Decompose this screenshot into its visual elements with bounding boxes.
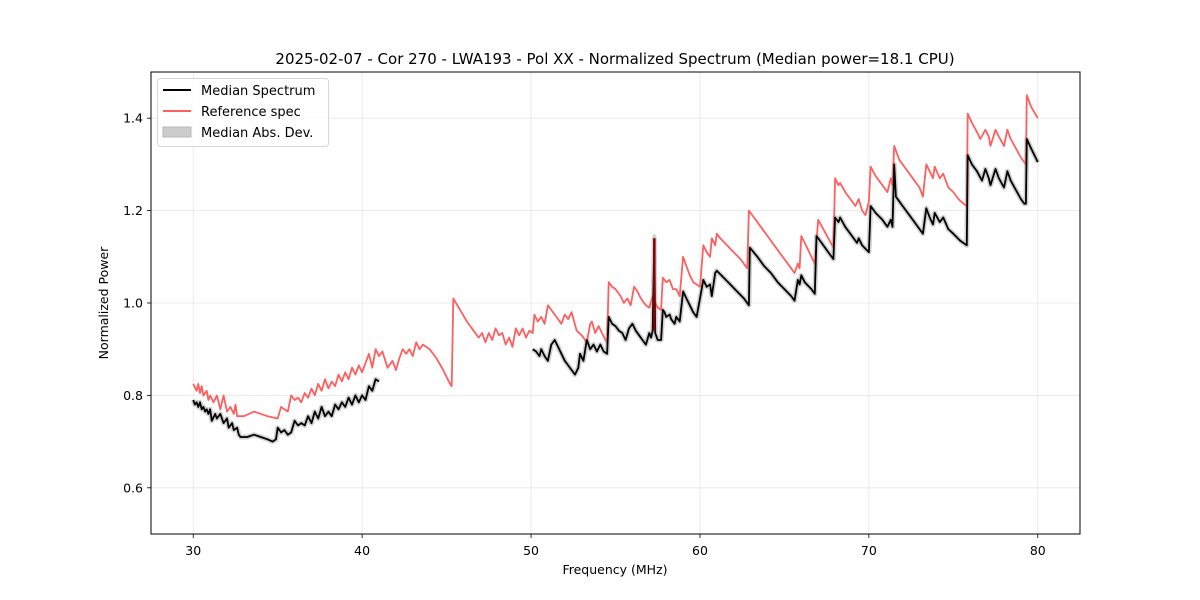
y-tick-label: 0.6 <box>123 480 143 495</box>
y-tick-label: 1.4 <box>123 111 143 126</box>
legend-label-reference-spec: Reference spec <box>201 105 301 120</box>
chart-title: 2025-02-07 - Cor 270 - LWA193 - Pol XX -… <box>275 50 954 68</box>
x-tick-label: 70 <box>861 543 877 558</box>
y-axis: 0.6 0.8 1.0 1.2 1.4 <box>123 111 151 495</box>
y-tick-label: 0.8 <box>123 388 143 403</box>
legend: Median Spectrum Reference spec Median Ab… <box>157 78 329 147</box>
x-tick-label: 40 <box>354 543 370 558</box>
x-tick-label: 30 <box>185 543 201 558</box>
series-layer <box>190 94 1041 445</box>
x-tick-label: 80 <box>1030 543 1046 558</box>
x-tick-label: 60 <box>692 543 708 558</box>
x-axis: 30 40 50 60 70 80 <box>185 534 1046 558</box>
median-spectrum-line <box>532 138 1039 376</box>
reference-spec-line <box>192 94 1039 420</box>
x-tick-label: 50 <box>523 543 539 558</box>
y-tick-label: 1.2 <box>123 203 143 218</box>
x-axis-label: Frequency (MHz) <box>562 562 667 577</box>
legend-swatch-median-abs-dev <box>162 126 192 138</box>
y-axis-label: Normalized Power <box>96 246 111 360</box>
y-tick-label: 1.0 <box>123 296 143 311</box>
legend-box <box>157 78 329 147</box>
median-spectrum-line <box>192 378 380 443</box>
legend-label-median-spectrum: Median Spectrum <box>201 84 315 99</box>
legend-label-median-abs-dev: Median Abs. Dev. <box>201 126 313 141</box>
